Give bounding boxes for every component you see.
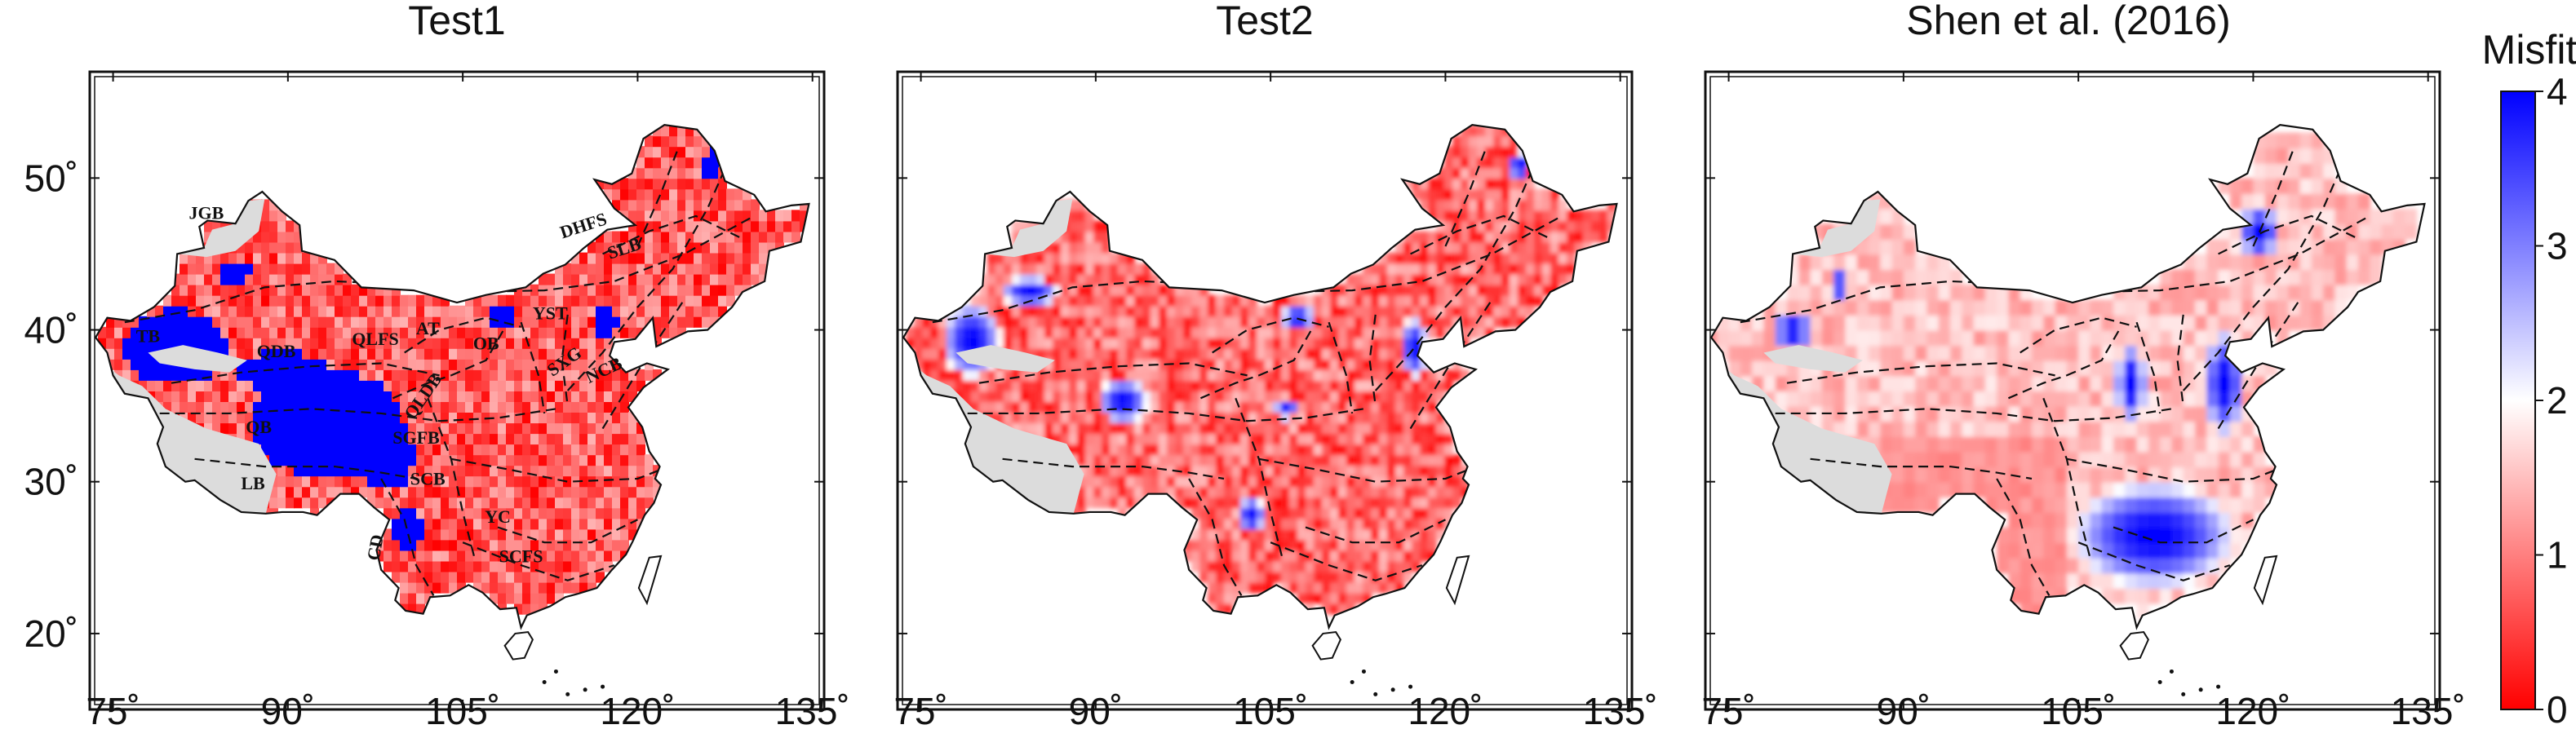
hainan-outline [1311, 630, 1341, 661]
misfit-field [95, 125, 809, 628]
map-frame: 75˚ 90˚ 105˚ 120˚ 135˚ [1701, 70, 2466, 732]
taiwan-outline [637, 555, 663, 606]
map-panel-test1: Test1 75˚ 90˚ 105˚ 120˚ 135˚ 50˚ 40˚ 30˚ 20˚ JGB T… [24, 0, 850, 732]
x-tick-label: 120˚ [1408, 690, 1483, 732]
colorbar-ticks: 0 1 2 3 4 [2535, 70, 2568, 731]
y-tick-label: 30˚ [24, 461, 78, 503]
colorbar-tick-label: 1 [2547, 534, 2568, 577]
colorbar-tick-label: 0 [2547, 688, 2568, 731]
hainan-outline [503, 630, 534, 661]
no-data-region [985, 199, 1073, 258]
no-data-region [177, 199, 265, 258]
panel-title: Test2 [1216, 0, 1314, 43]
y-tick-label: 50˚ [24, 157, 78, 199]
colorbar-tick-label: 2 [2547, 379, 2568, 422]
region-label: OB [473, 334, 499, 354]
island-dot [1373, 692, 1378, 696]
no-data-region [1763, 345, 1863, 373]
x-tick-label: 120˚ [600, 690, 675, 732]
colorbar-tick-label: 3 [2547, 225, 2568, 267]
region-label: YST [533, 303, 568, 323]
x-tick-label: 75˚ [893, 690, 947, 732]
china-outline [94, 124, 810, 630]
island-dot [1390, 687, 1395, 692]
x-tick-label: 135˚ [2391, 690, 2466, 732]
island-dot [2216, 684, 2221, 689]
colorbar: Misfit 0 1 2 3 4 [2482, 27, 2576, 731]
x-tick-label: 135˚ [775, 690, 850, 732]
region-label: JGB [188, 203, 224, 223]
map-inner-border [94, 76, 820, 705]
region-label: YC [485, 506, 511, 527]
no-data-region [1723, 366, 1892, 514]
x-tick-label: 105˚ [425, 690, 500, 732]
island-dot [565, 692, 570, 696]
no-data-region [107, 366, 277, 514]
no-data-region [915, 366, 1084, 514]
region-label: SCFS [499, 546, 543, 566]
x-tick-label: 120˚ [2215, 690, 2290, 732]
block-boundaries [124, 147, 755, 596]
taiwan-outline [1445, 555, 1470, 606]
x-tick-label: 90˚ [1069, 690, 1123, 732]
x-tick-label: 90˚ [261, 690, 315, 732]
china-outline [902, 124, 1618, 630]
no-data-region [1793, 199, 1881, 258]
island-dot [2169, 669, 2174, 674]
y-tick-label: 40˚ [24, 309, 78, 351]
region-label: QB [246, 417, 272, 437]
colorbar-gradient [2500, 91, 2536, 710]
island-dot [1361, 669, 1366, 674]
island-dot [553, 669, 558, 674]
x-tick-label: 75˚ [86, 690, 140, 732]
map-inner-border [902, 76, 1628, 705]
no-data-region [148, 345, 247, 373]
panel-title: Shen et al. (2016) [1906, 0, 2231, 43]
x-tick-label: 90˚ [1877, 690, 1931, 732]
region-label: SGFB [392, 427, 440, 448]
island-dot [542, 679, 547, 684]
colorbar-tick-label: 4 [2547, 70, 2568, 113]
y-tick-label: 20˚ [24, 612, 78, 655]
map-panel-shen-2016: Shen et al. (2016) 75˚ 90˚ 105˚ 120˚ 135˚ [1701, 0, 2465, 732]
colorbar-label: Misfit [2482, 27, 2576, 73]
block-boundaries [932, 147, 1563, 596]
block-boundaries [1740, 147, 2370, 596]
island-dot [1408, 684, 1413, 689]
map-frame: 75˚ 90˚ 105˚ 120˚ 135˚ [893, 70, 1658, 732]
map-frame: 75˚ 90˚ 105˚ 120˚ 135˚ 50˚ 40˚ 30˚ 20˚ JGB TB QDB QL… [24, 70, 850, 732]
region-label: TB [136, 325, 161, 346]
island-dot [601, 684, 605, 689]
map-panel-test2: Test2 75˚ 90˚ 105˚ 120˚ 135˚ [893, 0, 1657, 732]
hainan-outline [2119, 630, 2149, 661]
x-tick-label: 135˚ [1583, 690, 1658, 732]
region-label: AT [416, 318, 440, 338]
misfit-field [1711, 125, 2425, 628]
china-outline [1709, 124, 2426, 630]
panel-title: Test1 [408, 0, 506, 43]
no-data-region [955, 345, 1055, 373]
taiwan-outline [2253, 555, 2278, 606]
island-dot [1350, 679, 1355, 684]
island-dot [2181, 692, 2186, 696]
region-label: LB [241, 473, 265, 493]
island-dot [2198, 687, 2203, 692]
island-dot [2157, 679, 2162, 684]
island-dot [583, 687, 587, 692]
region-label: QDB [257, 341, 296, 361]
x-tick-label: 105˚ [1233, 690, 1308, 732]
region-label: CD [363, 533, 388, 563]
x-tick-label: 105˚ [2041, 690, 2116, 732]
region-label: SCB [410, 468, 446, 488]
region-label: QLFS [352, 329, 398, 349]
x-tick-label: 75˚ [1701, 690, 1755, 732]
map-inner-border [1709, 76, 2436, 705]
